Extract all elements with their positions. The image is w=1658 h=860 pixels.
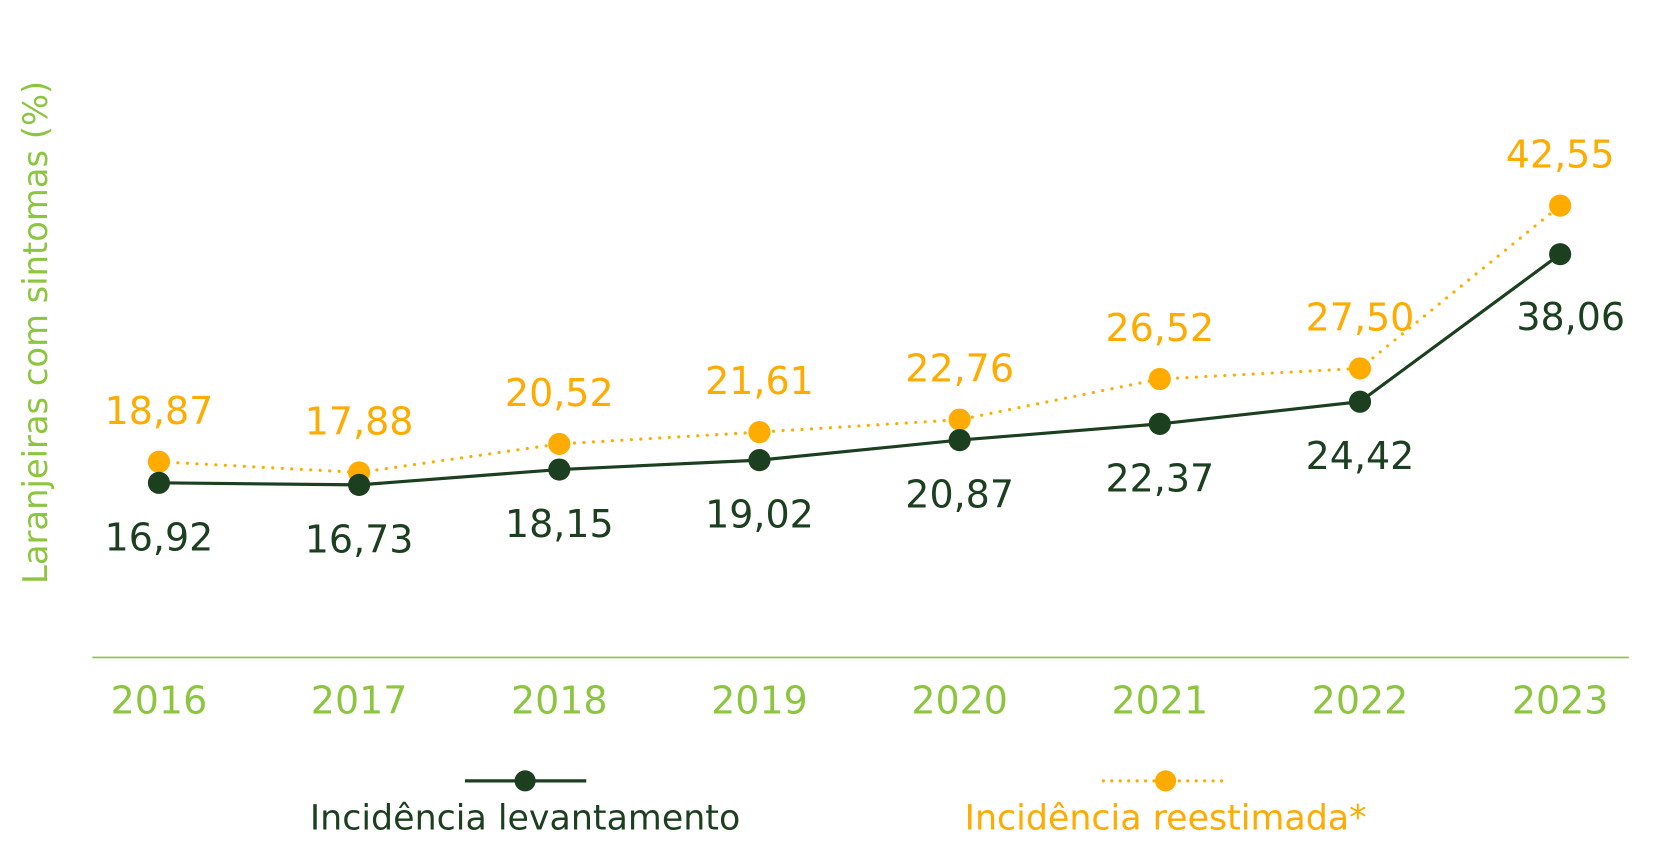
x-tick-label: 2023 (1512, 678, 1609, 722)
data-point (1348, 390, 1372, 413)
x-tick-label: 2016 (111, 678, 208, 722)
data-label: 38,06 (1516, 295, 1625, 339)
legend-marker-levantamento (514, 770, 536, 792)
data-point (548, 458, 571, 481)
x-tick-label: 2021 (1111, 678, 1208, 722)
data-point (948, 408, 971, 431)
x-tick-label: 2017 (311, 678, 408, 722)
series-line-reestimada (157, 204, 1562, 475)
data-label: 22,37 (1105, 456, 1214, 500)
data-label: 27,50 (1306, 295, 1415, 339)
data-point (147, 450, 171, 473)
data-label: 20,52 (505, 371, 614, 415)
x-tick-label: 2022 (1312, 678, 1409, 722)
data-point (548, 432, 571, 455)
x-tick-label: 2020 (911, 678, 1008, 722)
data-label: 22,76 (905, 347, 1014, 391)
data-point (748, 421, 771, 444)
data-label: 26,52 (1105, 306, 1214, 350)
data-point (147, 471, 171, 494)
legend-label-levantamento: Incidência levantamento (310, 798, 740, 838)
data-label: 42,55 (1506, 133, 1615, 177)
data-point (1348, 357, 1372, 380)
data-label: 24,42 (1306, 434, 1415, 478)
data-point (748, 449, 771, 472)
data-label: 20,87 (905, 473, 1014, 517)
data-label: 19,02 (705, 493, 814, 537)
x-tick-label: 2019 (711, 678, 808, 722)
legend-marker-reestimada (1155, 770, 1177, 792)
data-label: 16,92 (105, 515, 214, 559)
data-point (1549, 243, 1572, 266)
data-point (348, 473, 371, 496)
data-point (1148, 412, 1171, 435)
x-tick-label: 2018 (511, 678, 608, 722)
data-point (948, 429, 971, 452)
data-label: 18,87 (105, 389, 214, 433)
legend-label-reestimada: Incidência reestimada* (965, 798, 1367, 838)
data-label: 21,61 (705, 359, 814, 403)
data-label: 16,73 (305, 517, 414, 561)
legend: Incidência levantamento Incidência reest… (310, 770, 1367, 838)
data-point (1549, 194, 1572, 217)
data-point (1148, 367, 1171, 391)
data-label: 18,15 (505, 502, 614, 546)
y-axis-label: Laranjeiras com sintomas (%) (16, 81, 55, 584)
data-label: 17,88 (305, 399, 414, 443)
series-line-levantamento (158, 252, 1562, 487)
